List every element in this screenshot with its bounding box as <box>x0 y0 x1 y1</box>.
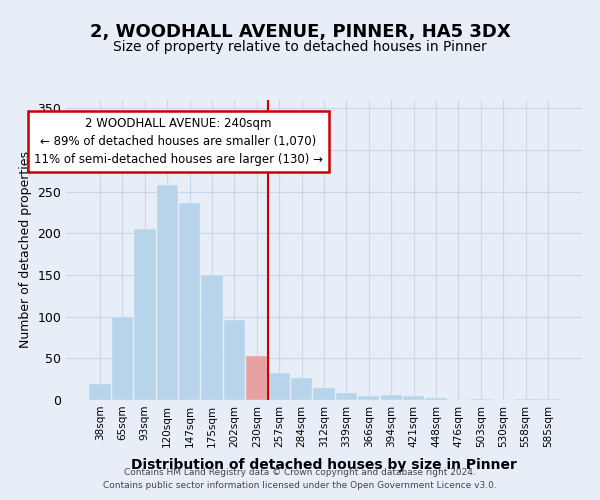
Bar <box>425 398 446 400</box>
Bar <box>179 204 200 400</box>
Bar <box>403 396 424 400</box>
Text: Contains public sector information licensed under the Open Government Licence v3: Contains public sector information licen… <box>103 482 497 490</box>
Y-axis label: Number of detached properties: Number of detached properties <box>19 152 32 348</box>
Bar <box>269 372 290 400</box>
X-axis label: Distribution of detached houses by size in Pinner: Distribution of detached houses by size … <box>131 458 517 472</box>
Text: 2 WOODHALL AVENUE: 240sqm
← 89% of detached houses are smaller (1,070)
11% of se: 2 WOODHALL AVENUE: 240sqm ← 89% of detac… <box>34 116 323 166</box>
Bar <box>336 394 357 400</box>
Bar <box>358 396 379 400</box>
Bar <box>515 399 536 400</box>
Bar <box>224 320 245 400</box>
Bar <box>112 316 133 400</box>
Bar <box>537 399 559 400</box>
Bar <box>157 185 178 400</box>
Bar <box>313 388 335 400</box>
Text: Contains HM Land Registry data © Crown copyright and database right 2024.: Contains HM Land Registry data © Crown c… <box>124 468 476 477</box>
Text: Size of property relative to detached houses in Pinner: Size of property relative to detached ho… <box>113 40 487 54</box>
Bar <box>202 275 223 400</box>
Bar <box>134 229 155 400</box>
Bar <box>291 378 312 400</box>
Bar <box>246 356 268 400</box>
Bar <box>89 384 111 400</box>
Text: 2, WOODHALL AVENUE, PINNER, HA5 3DX: 2, WOODHALL AVENUE, PINNER, HA5 3DX <box>89 24 511 42</box>
Bar <box>470 399 491 400</box>
Bar <box>380 395 402 400</box>
